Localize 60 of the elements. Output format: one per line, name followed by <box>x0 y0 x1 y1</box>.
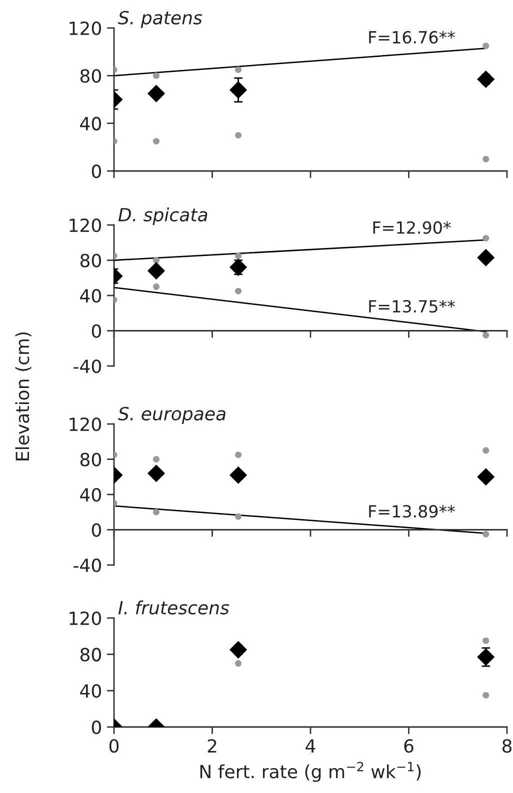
x-axis-title: N fert. rate (g m$^{−2}$ wk$^{−1}$) <box>200 762 421 782</box>
point <box>235 132 242 139</box>
x-tick-label: 4 <box>306 739 316 753</box>
y-tick-label: 120 <box>70 21 101 36</box>
point <box>482 332 490 338</box>
point <box>477 468 495 486</box>
chart-title: S. europaea <box>118 406 226 424</box>
point <box>482 530 490 538</box>
y-tick-label: 80 <box>80 254 101 268</box>
point <box>482 156 490 162</box>
point <box>147 464 166 482</box>
point <box>235 66 242 73</box>
point <box>477 70 495 88</box>
point <box>152 256 160 264</box>
chart-title: I. frutescens <box>118 600 230 614</box>
x-tick-label: 6 <box>404 739 414 753</box>
annotation: F=13.89** <box>369 505 455 518</box>
y-tick-label: 120 <box>70 611 101 626</box>
y-tick-label: 120 <box>70 218 101 232</box>
point <box>147 84 166 102</box>
point <box>230 258 248 276</box>
point <box>152 72 160 79</box>
point <box>152 138 160 144</box>
point <box>477 248 495 266</box>
y-tick-label: 80 <box>80 69 101 83</box>
chart-title: S. patens <box>118 10 202 28</box>
y-tick-label: 0 <box>92 523 101 537</box>
y-tick-label: 80 <box>80 648 101 662</box>
point <box>235 252 242 260</box>
y-tick-label: 120 <box>70 417 101 432</box>
point <box>235 452 242 458</box>
x-tick-label: 2 <box>208 739 216 753</box>
y-tick-label: -40 <box>74 359 101 374</box>
point <box>230 466 248 484</box>
y-tick-label: 40 <box>80 116 101 130</box>
y-tick-label: 0 <box>92 164 101 178</box>
x-tick-label: 0 <box>109 739 119 753</box>
y-tick-label: 40 <box>80 288 101 303</box>
point <box>152 456 160 463</box>
y-tick-label: 0 <box>92 720 101 734</box>
point <box>482 234 490 242</box>
chart-title: D. spicata <box>118 208 208 225</box>
y-tick-label: -40 <box>74 558 101 572</box>
y-tick-label: 80 <box>80 452 101 466</box>
y-tick-label: 40 <box>80 684 101 698</box>
point <box>152 283 160 290</box>
point <box>482 447 490 454</box>
x-tick-label: 8 <box>502 739 512 753</box>
point <box>235 513 242 520</box>
point <box>235 288 242 294</box>
y-tick-label: 0 <box>92 324 101 338</box>
y-axis-title: Elevation (cm) <box>15 332 32 460</box>
annotation: F=13.75** <box>369 300 455 313</box>
point <box>152 508 160 516</box>
annotation: F=16.76** <box>369 30 455 44</box>
y-tick-label: 40 <box>80 488 101 502</box>
point <box>482 42 490 50</box>
point <box>230 81 248 99</box>
point <box>147 262 166 280</box>
annotation: F=12.90* <box>373 221 451 234</box>
